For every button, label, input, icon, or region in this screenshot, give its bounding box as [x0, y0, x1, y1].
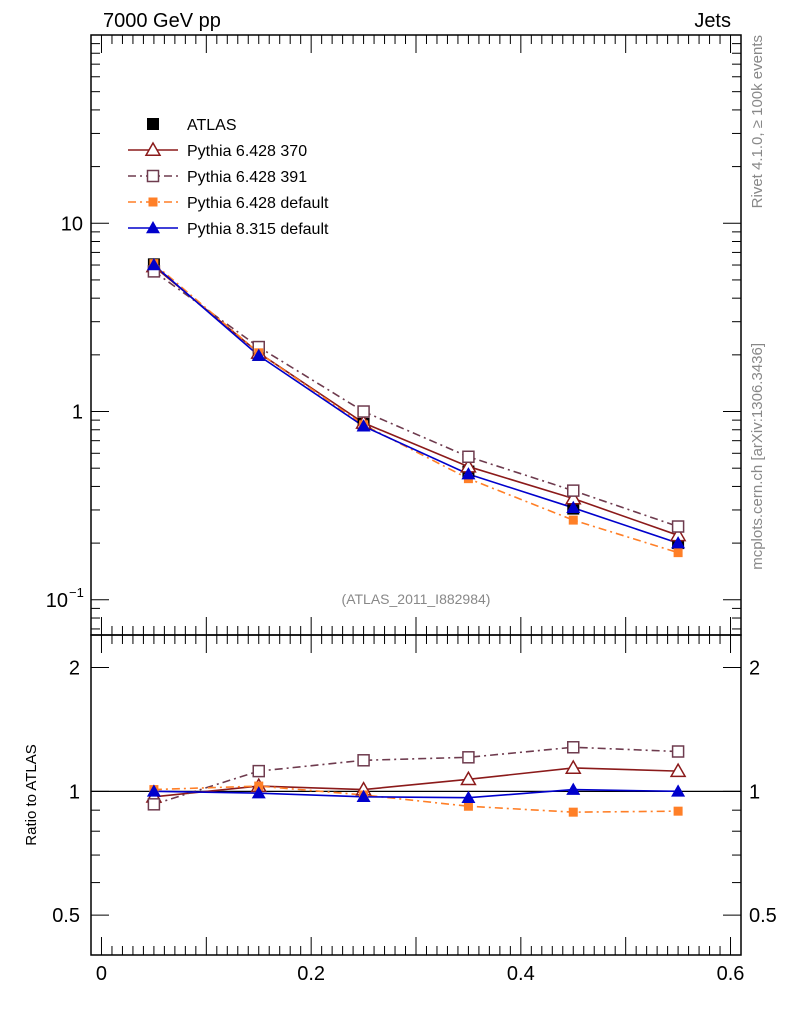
analysis-id-label: (ATLAS_2011_I882984) [342, 591, 491, 607]
main-y-tick-label: 10 [61, 213, 83, 235]
ratio-axis-ticks [91, 635, 741, 956]
ratio-point-pythia-8-315-default [461, 790, 476, 803]
ratio-point-pythia-8-315-default [356, 789, 371, 803]
main-point-pythia-8-315-default [251, 348, 266, 361]
ratio-point-pythia-6-428-370 [669, 762, 687, 778]
main-y-tick-label: 10 [46, 590, 68, 612]
main-point-pythia-6-428-391 [567, 484, 580, 497]
main-line-pythia-6-428-370 [153, 265, 679, 537]
x-tick-label: 0.6 [717, 963, 745, 985]
ratio-plot-frame [90, 634, 742, 956]
ratio-y-tick-label: 1 [69, 781, 80, 803]
ratio-y-tick-label-right: 2 [749, 658, 760, 680]
ratio-point-pythia-6-428-370 [564, 759, 582, 774]
legend: ATLAS Pythia 6.428 370 Pythia 6.428 391 Pyt… [128, 117, 329, 238]
main-line-pythia-8-315-default [153, 264, 679, 544]
main-line-pythia-6-428-391 [153, 270, 679, 528]
main-point-pythia-8-315-default [146, 258, 161, 271]
legend-label-pythia-6-428-391: Pythia 6.428 391 [187, 169, 307, 186]
ratio-y-tick-labels: 2 2 1 1 0.5 0.5 [52, 658, 777, 928]
ratio-point-pythia-6-428-default [463, 801, 473, 811]
legend-label-pythia-6-428-370: Pythia 6.428 370 [187, 143, 307, 160]
main-point-pythia-6-428-default [568, 515, 578, 525]
main-y-tick-exponent: −1 [69, 585, 84, 600]
ratio-y-axis-title: Ratio to ATLAS [23, 744, 40, 845]
mcplots-source-label: mcplots.cern.ch [arXiv:1306.3436] [749, 343, 766, 570]
main-y-tick-label: 1 [72, 402, 83, 424]
ratio-y-tick-label: 2 [69, 658, 80, 680]
legend-marker-atlas [147, 118, 159, 130]
ratio-point-pythia-6-428-391 [462, 751, 475, 764]
legend-marker-pythia-8-315-default [146, 221, 160, 234]
ratio-line-pythia-6-428-default [153, 785, 679, 813]
ratio-point-pythia-6-428-default [254, 781, 264, 791]
ratio-series-markers [145, 741, 687, 817]
ratio-line-pythia-6-428-370 [153, 767, 679, 798]
ratio-point-pythia-6-428-default [568, 807, 578, 817]
main-line-pythia-6-428-default [153, 263, 679, 554]
legend-label-pythia-6-428-default: Pythia 6.428 default [187, 195, 329, 212]
energy-title: 7000 GeV pp [103, 10, 221, 32]
legend-marker-pythia-6-428-391 [146, 169, 160, 183]
legend-label-atlas: ATLAS [187, 117, 237, 134]
ratio-point-pythia-8-315-default [671, 784, 686, 797]
ratio-point-pythia-6-428-default [673, 806, 683, 816]
ratio-point-pythia-6-428-391 [252, 764, 265, 778]
main-point-pythia-6-428-391 [671, 520, 685, 533]
legend-marker-pythia-6-428-370 [144, 141, 162, 156]
ratio-y-tick-label: 0.5 [52, 905, 80, 927]
main-point-pythia-6-428-default [673, 548, 683, 558]
ratio-point-pythia-6-428-391 [147, 798, 161, 811]
process-title: Jets [694, 10, 731, 32]
ratio-y-tick-label-right: 0.5 [749, 905, 777, 927]
main-point-pythia-8-315-default [461, 467, 476, 480]
main-point-pythia-8-315-default [356, 419, 371, 432]
x-tick-labels: 0 0.2 0.4 0.6 [96, 963, 745, 985]
legend-marker-pythia-6-428-default [148, 197, 158, 207]
main-series-lines [153, 263, 679, 554]
ratio-line-pythia-8-315-default [153, 788, 679, 799]
x-tick-label: 0 [96, 963, 107, 985]
ratio-point-pythia-6-428-391 [357, 754, 370, 767]
ratio-line-pythia-6-428-391 [153, 746, 679, 806]
ratio-series-lines [153, 746, 679, 813]
main-point-pythia-6-428-391 [357, 405, 370, 418]
legend-label-pythia-8-315-default: Pythia 8.315 default [187, 221, 329, 238]
x-tick-label: 0.4 [507, 963, 535, 985]
ratio-point-pythia-8-315-default [146, 784, 161, 797]
main-point-pythia-8-315-default [671, 536, 686, 549]
ratio-point-pythia-8-315-default [251, 786, 266, 799]
ratio-point-pythia-6-428-391 [567, 741, 580, 754]
ratio-y-tick-label-right: 1 [749, 781, 760, 803]
ratio-point-pythia-6-428-370 [460, 770, 477, 786]
main-point-pythia-8-315-default [566, 500, 581, 514]
rivet-version-label: Rivet 4.1.0, ≥ 100k events [749, 35, 766, 208]
ratio-point-pythia-6-428-391 [671, 745, 685, 758]
main-axis-ticks [91, 34, 741, 635]
main-series-markers [145, 257, 687, 558]
ratio-point-pythia-8-315-default [566, 782, 581, 795]
main-point-pythia-6-428-391 [462, 450, 475, 464]
x-tick-label: 0.2 [297, 963, 325, 985]
